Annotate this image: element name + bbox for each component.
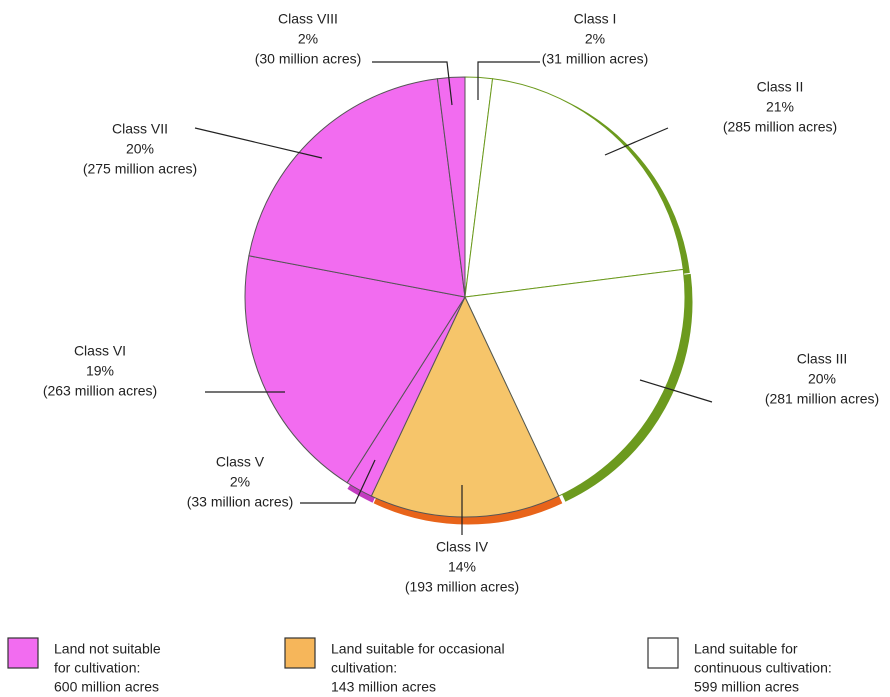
slice-percent: 20% [126,141,154,157]
slice-label: Class IV [436,539,489,555]
slice-label: Class III [797,351,848,367]
slice-percent: 14% [448,559,476,575]
slice-acres: (275 million acres) [83,161,197,177]
slice-percent: 19% [86,363,114,379]
legend-swatch [647,637,679,669]
pie-slice [464,78,684,298]
leader-line [604,127,669,156]
slice-percent: 20% [808,371,836,387]
leader-line [372,61,453,106]
legend-text: Land suitable for [694,641,798,657]
legend-text: 599 million acres [694,679,799,695]
legend-text: continuous cultivation: [694,660,832,676]
slice-acres: (30 million acres) [255,51,362,67]
legend-text: 143 million acres [331,679,436,695]
slice-percent: 2% [230,474,250,490]
slice-acres: (33 million acres) [187,494,294,510]
slice-percent: 21% [766,99,794,115]
leader-line [477,61,540,100]
pie-slice [436,76,466,298]
slice-label: Class VII [112,121,168,137]
legend-swatch [284,637,316,669]
pie-slice [244,255,466,484]
legend-text: Land not suitable [54,641,161,657]
leader-line [300,459,376,504]
slice-percent: 2% [585,31,605,47]
slice-acres: (31 million acres) [542,51,649,67]
slice-acres: (193 million acres) [405,579,519,595]
legend-text: 600 million acres [54,679,159,695]
slice-acres: (285 million acres) [723,119,837,135]
slice-acres: (281 million acres) [765,391,879,407]
pie-slice [370,295,560,518]
legend-text: Land suitable for occasional [331,641,505,657]
slice-label: Class VIII [278,11,338,27]
slice-percent: 2% [298,31,318,47]
slice-label: Class II [757,79,804,95]
pie-slice [464,268,686,497]
legend-text: for cultivation: [54,660,140,676]
slice-label: Class VI [74,343,126,359]
legend-text: cultivation: [331,660,397,676]
slice-label: Class V [216,454,265,470]
slice-acres: (263 million acres) [43,383,157,399]
pie-slice [248,78,466,298]
legend-swatch [7,637,39,669]
leader-line [639,379,713,403]
leader-line [194,127,323,159]
slice-label: Class I [574,11,617,27]
